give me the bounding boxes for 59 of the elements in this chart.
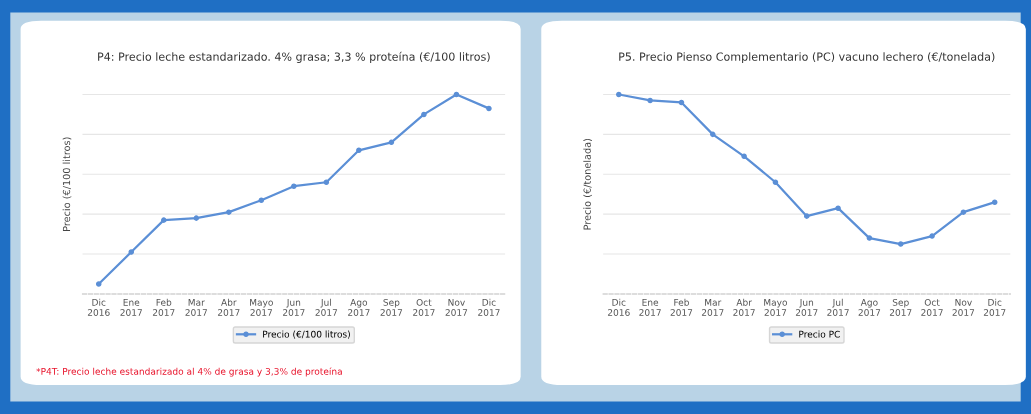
x-tick-label: Abr 2017 — [217, 298, 240, 316]
point — [160, 217, 167, 223]
point — [323, 179, 330, 186]
point — [95, 281, 102, 287]
point — [616, 91, 622, 98]
point — [991, 199, 998, 205]
point — [388, 139, 395, 146]
x-tick-label: Mayo 2017 — [764, 299, 788, 316]
point — [678, 99, 685, 106]
x-tick-label: Ago 2017 — [348, 299, 370, 316]
x-tick-label: Mayo 2017 — [250, 299, 273, 316]
y-axis-title: Precio (€/tonelada) — [583, 138, 592, 230]
x-tick-label: Mar 2017 — [185, 299, 207, 316]
x-tick-label: Oct 2017 — [921, 298, 943, 316]
x-tick-label: Jul 2017 — [827, 298, 849, 316]
x-tick-label: Abr 2017 — [733, 298, 755, 316]
point — [258, 197, 265, 203]
y-axis-title: Precio (€/100 litros) — [62, 137, 72, 231]
point — [960, 209, 967, 215]
point — [421, 111, 427, 118]
legend-label: Precio PC — [799, 330, 840, 338]
point — [803, 213, 810, 219]
point — [356, 147, 362, 154]
x-tick-label: Ago 2017 — [858, 299, 881, 316]
x-tick-label: Jun 2017 — [283, 299, 305, 316]
x-tick-label: Dic 2017 — [478, 298, 500, 316]
x-tick-label: Ene 2017 — [120, 299, 142, 316]
point — [835, 205, 841, 211]
text: *P4T: Precio leche estandarizado al 4% de grasa y 3,3% de proteína — [36, 367, 342, 377]
point — [709, 131, 716, 138]
point — [486, 105, 492, 112]
x-tick-label: Sep 2017 — [380, 298, 403, 316]
point — [647, 97, 653, 104]
x-tick-label: Jun 2017 — [795, 299, 818, 316]
x-tick-label: Sep 2017 — [889, 298, 912, 316]
point — [453, 91, 460, 98]
point — [193, 215, 200, 221]
point — [929, 233, 935, 239]
x-tick-label: Feb 2017 — [670, 298, 693, 316]
chart-title: P5. Precio Pienso Complementario (PC) vacuno lechero (€/tonelada) — [619, 52, 995, 63]
point — [772, 179, 779, 186]
point — [128, 249, 135, 255]
x-tick-label: Dic 2017 — [983, 298, 1006, 316]
x-tick-label: Jul 2017 — [315, 298, 338, 316]
point — [226, 209, 232, 215]
point — [741, 153, 747, 160]
x-tick-label: Nov 2017 — [445, 299, 468, 316]
x-tick-label: Dic 2016 — [607, 298, 630, 316]
x-tick-label: Ene 2017 — [639, 299, 661, 316]
x-tick-label: Feb 2017 — [152, 298, 175, 316]
x-tick-label: Dic 2016 — [87, 298, 110, 316]
point — [897, 241, 904, 247]
legend-label: Precio (€/100 litros) — [263, 330, 350, 339]
point — [866, 235, 873, 241]
point — [291, 183, 297, 190]
x-tick-label: Nov 2017 — [952, 299, 975, 316]
chart-title: P4: Precio leche estandarizado. 4% grasa; 3,3 % proteína (€/100 litros) — [98, 51, 490, 63]
x-tick-label: Oct 2017 — [413, 298, 435, 316]
x-tick-label: Mar 2017 — [701, 299, 724, 316]
